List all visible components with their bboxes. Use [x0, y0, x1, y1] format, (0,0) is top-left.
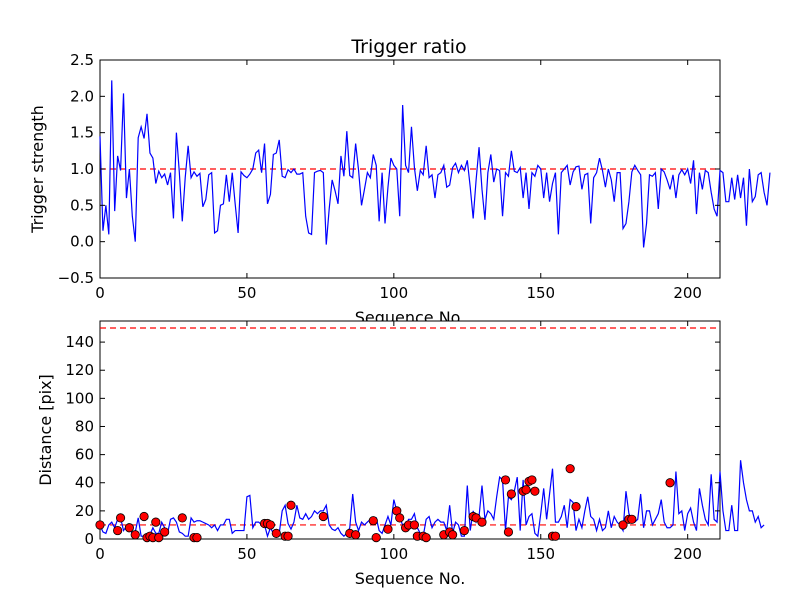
distance-axes: 0 50 100 150 200 0 20 40 60 80 100 120 140 [65, 321, 720, 563]
x-tick-label: 200 [673, 284, 702, 302]
x-tick-label: 50 [237, 284, 256, 302]
data-point [618, 520, 628, 530]
data-point [500, 475, 511, 485]
y-tick-label: 20 [75, 502, 94, 520]
x-tick-label: 100 [380, 545, 409, 563]
data-point [283, 531, 293, 541]
data-point [521, 485, 531, 495]
data-point [351, 530, 361, 540]
data-point [192, 532, 202, 543]
y-tick-label: 1.5 [70, 124, 94, 142]
x-tick-label: 0 [95, 545, 105, 563]
distance-panel: 0 50 100 150 200 0 20 40 60 80 100 120 140 Sequence … [36, 320, 765, 588]
trigger-ratio-panel: Trigger ratio 0 50 100 150 200 −0.5 0.0 0.5 1.0 1… [28, 36, 771, 327]
data-point [113, 525, 123, 536]
distance-plot [95, 327, 765, 543]
y-axis-label-top: Trigger strength [28, 105, 47, 234]
y-tick-label: 60 [75, 446, 94, 464]
y-tick-label: 1.0 [70, 160, 94, 178]
data-point [124, 523, 134, 533]
trigger-ratio-axes: 0 50 100 150 200 −0.5 0.0 0.5 1.0 1.5 2.0 2.5 [58, 51, 720, 302]
data-point [565, 464, 575, 474]
bottom-series-line [99, 460, 765, 539]
data-point [95, 520, 105, 530]
data-point [571, 502, 581, 512]
plot-area-bottom [99, 320, 721, 540]
data-point [409, 520, 420, 530]
data-point [421, 532, 431, 543]
data-point [477, 517, 487, 527]
data-point [448, 530, 458, 540]
x-tick-label: 200 [673, 545, 702, 563]
x-tick-label: 50 [237, 545, 256, 563]
y-tick-label: 0.0 [70, 233, 94, 251]
data-point [627, 514, 637, 524]
data-point [177, 513, 187, 523]
data-point [383, 524, 393, 534]
y-tick-label: 80 [75, 417, 94, 435]
data-point [527, 475, 537, 485]
y-tick-label: 2.5 [70, 51, 94, 69]
data-point [139, 511, 149, 522]
data-point [459, 525, 469, 536]
data-point [265, 520, 276, 530]
data-point [503, 527, 514, 537]
top-series-line [99, 80, 771, 248]
data-point [151, 517, 161, 527]
data-point [368, 516, 378, 526]
trigger-ratio-plot [99, 80, 771, 248]
x-tick-label: 150 [526, 545, 555, 563]
data-point [160, 527, 170, 537]
data-point [506, 489, 516, 499]
chart-title: Trigger ratio [350, 36, 466, 58]
data-point [371, 532, 381, 543]
data-point [286, 500, 296, 510]
data-point [395, 513, 405, 523]
y-tick-label: 0.5 [70, 196, 94, 214]
data-point [550, 531, 561, 541]
y-tick-label: 140 [65, 333, 94, 351]
y-tick-label: −0.5 [58, 269, 94, 287]
y-tick-label: 100 [65, 389, 94, 407]
data-point [318, 511, 328, 522]
x-tick-label: 100 [380, 284, 409, 302]
y-tick-label: 2.0 [70, 87, 94, 105]
data-point [115, 513, 126, 523]
data-point [130, 530, 140, 540]
data-point [154, 532, 164, 543]
y-tick-label: 0 [84, 530, 94, 548]
y-tick-label: 120 [65, 361, 94, 379]
data-point [530, 486, 540, 496]
x-tick-label: 150 [526, 284, 555, 302]
data-point [665, 478, 675, 488]
x-tick-label: 0 [95, 284, 105, 302]
x-axis-label-bottom: Sequence No. [355, 569, 466, 588]
data-point [271, 528, 281, 538]
y-tick-label: 40 [75, 474, 94, 492]
y-axis-label-bottom: Distance [pix] [36, 374, 55, 486]
